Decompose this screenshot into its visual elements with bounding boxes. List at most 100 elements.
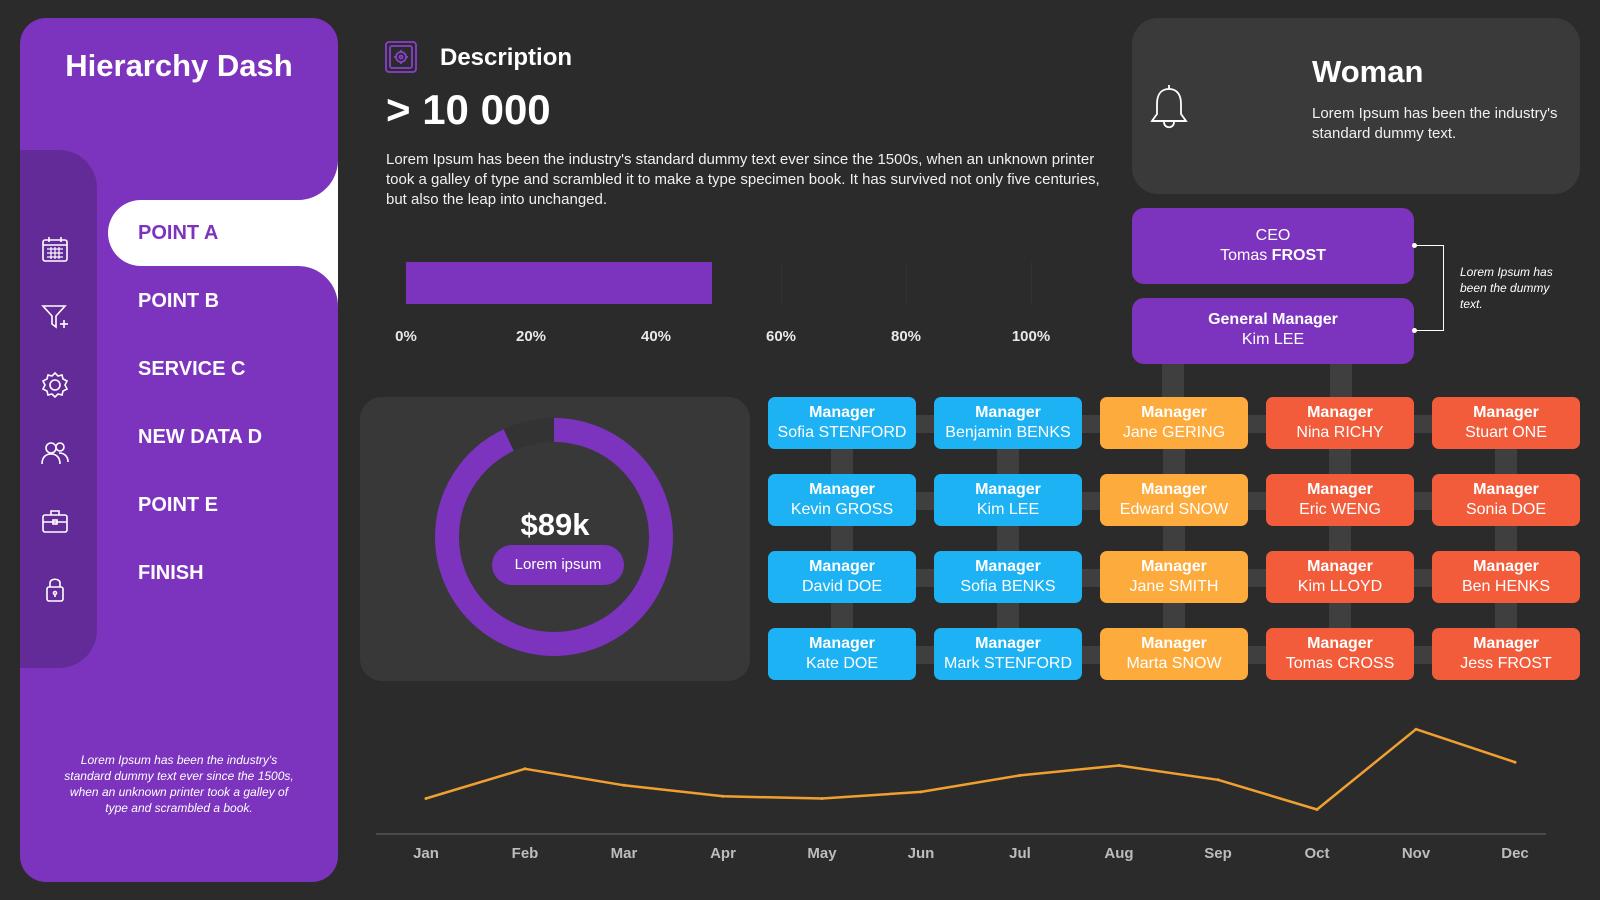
manager-card[interactable]: Manager Mark STENFORD xyxy=(934,628,1082,680)
manager-name: Sonia DOE xyxy=(1465,501,1547,518)
chart-point xyxy=(1216,778,1220,782)
progress-tick-label: 20% xyxy=(515,328,547,345)
chart-tick-label: Mar xyxy=(611,845,638,862)
manager-name: Sofia STENFORD xyxy=(777,424,907,441)
ceo-box[interactable]: CEO Tomas FROST xyxy=(1132,208,1414,284)
manager-role: Manager xyxy=(1307,481,1373,498)
sidebar: Hierarchy Dash POINT A POINT B SERVICE C… xyxy=(20,18,338,882)
progress-grid-line xyxy=(781,262,782,304)
manager-card[interactable]: Manager Kim LLOYD xyxy=(1266,551,1414,603)
ceo-name: Tomas FROST xyxy=(1220,247,1326,264)
lock-icon[interactable] xyxy=(40,574,70,604)
manager-name: Stuart ONE xyxy=(1465,424,1547,441)
chart-point xyxy=(424,797,428,800)
woman-title: Woman xyxy=(1312,54,1424,89)
sidebar-note: Lorem Ipsum has been the industry's stan… xyxy=(64,753,294,815)
manager-card[interactable]: Manager Benjamin BENKS xyxy=(934,397,1082,449)
nav-item-service-c[interactable]: SERVICE C xyxy=(138,358,246,380)
manager-card[interactable]: Manager Jane GERING xyxy=(1100,397,1248,449)
manager-role: Manager xyxy=(1141,404,1207,421)
chart-tick-label: Aug xyxy=(1104,845,1133,862)
chart-tick-label: Apr xyxy=(710,845,736,862)
progress-tick-label: 80% xyxy=(890,328,922,345)
manager-role: Manager xyxy=(809,481,875,498)
briefcase-icon[interactable] xyxy=(40,506,70,536)
manager-card[interactable]: Manager Jess FROST xyxy=(1432,628,1580,680)
manager-name: Jess FROST xyxy=(1460,655,1552,672)
nav-item-point-b[interactable]: POINT B xyxy=(138,290,220,312)
manager-card[interactable]: Manager Kim LEE xyxy=(934,474,1082,526)
chart-tick-label: Oct xyxy=(1304,845,1329,862)
chart-tick-label: Dec xyxy=(1501,845,1529,862)
calendar-icon[interactable] xyxy=(40,234,70,264)
bracket-dot xyxy=(1412,328,1417,333)
progress-tick-label: 100% xyxy=(1011,328,1051,345)
manager-name: Kim LLOYD xyxy=(1297,578,1383,595)
manager-card[interactable]: Manager Edward SNOW xyxy=(1100,474,1248,526)
manager-card[interactable]: Manager Marta SNOW xyxy=(1100,628,1248,680)
manager-card[interactable]: Manager Sonia DOE xyxy=(1432,474,1580,526)
gear-icon[interactable] xyxy=(40,370,70,400)
description-title: Description xyxy=(440,44,573,71)
bell-icon xyxy=(1148,84,1190,134)
donut-arc xyxy=(435,418,673,656)
nav-item-new-data-d[interactable]: NEW DATA D xyxy=(138,426,263,448)
woman-text: Lorem Ipsum has been the industry's stan… xyxy=(1312,105,1558,142)
manager-name: Kim LEE xyxy=(976,501,1040,518)
manager-role: Manager xyxy=(975,404,1041,421)
chart-point xyxy=(1315,808,1319,811)
manager-card[interactable]: Manager Jane SMITH xyxy=(1100,551,1248,603)
donut-card: $89k Lorem ipsum xyxy=(360,397,750,681)
chart-tick-label: May xyxy=(807,845,837,862)
manager-role: Manager xyxy=(809,558,875,575)
chart-point xyxy=(1117,764,1121,767)
manager-card[interactable]: Manager Eric WENG xyxy=(1266,474,1414,526)
brand-title: Hierarchy Dash xyxy=(65,48,293,83)
general-manager-box[interactable]: General Manager Kim LEE xyxy=(1132,298,1414,364)
manager-name: Kevin GROSS xyxy=(790,501,894,518)
bracket-dot xyxy=(1412,243,1417,248)
chart-point xyxy=(1414,727,1418,731)
manager-card[interactable]: Manager David DOE xyxy=(768,551,916,603)
org-trunk-connector xyxy=(1162,360,1184,400)
manager-card[interactable]: Manager Kate DOE xyxy=(768,628,916,680)
manager-role: Manager xyxy=(1473,558,1539,575)
chart-point xyxy=(919,790,923,794)
nav-item-point-e[interactable]: POINT E xyxy=(138,494,219,516)
gm-name: Kim LEE xyxy=(1241,331,1305,348)
progress-grid-line xyxy=(906,262,907,304)
chart-tick-label: Jul xyxy=(1009,845,1031,862)
manager-name: Edward SNOW xyxy=(1119,501,1229,518)
manager-card[interactable]: Manager Stuart ONE xyxy=(1432,397,1580,449)
donut-chart xyxy=(435,418,673,656)
manager-role: Manager xyxy=(1141,481,1207,498)
manager-card[interactable]: Manager Tomas CROSS xyxy=(1266,628,1414,680)
org-column-connector xyxy=(1329,420,1351,656)
manager-card[interactable]: Manager Kevin GROSS xyxy=(768,474,916,526)
chart-tick-label: Nov xyxy=(1402,845,1431,862)
manager-card[interactable]: Manager Sofia BENKS xyxy=(934,551,1082,603)
funnel-icon[interactable] xyxy=(40,302,70,332)
nav-item-point-a[interactable]: POINT A xyxy=(108,200,338,266)
manager-role: Manager xyxy=(1141,558,1207,575)
chart-point xyxy=(820,797,824,800)
org-column-connector xyxy=(831,420,853,656)
manager-card[interactable]: Manager Sofia STENFORD xyxy=(768,397,916,449)
manager-role: Manager xyxy=(809,635,875,652)
org-note: Lorem Ipsum has been the dummy text. xyxy=(1460,265,1553,311)
nav-item-finish[interactable]: FINISH xyxy=(138,562,204,584)
manager-card[interactable]: Manager Nina RICHY xyxy=(1266,397,1414,449)
users-icon[interactable] xyxy=(40,438,70,468)
bracket-connector xyxy=(1416,245,1444,331)
manager-role: Manager xyxy=(1307,404,1373,421)
donut-label: Lorem ipsum xyxy=(492,545,624,585)
progress-tick-label: 40% xyxy=(640,328,672,345)
manager-card[interactable]: Manager Ben HENKS xyxy=(1432,551,1580,603)
chart-point xyxy=(1513,760,1517,764)
nav-curve-top xyxy=(268,128,338,200)
progress-tick-label: 0% xyxy=(395,328,417,345)
chart-point xyxy=(1018,773,1022,777)
manager-role: Manager xyxy=(1307,635,1373,652)
manager-name: Benjamin BENKS xyxy=(945,424,1071,441)
woman-card: Woman Lorem Ipsum has been the industry'… xyxy=(1132,18,1580,194)
